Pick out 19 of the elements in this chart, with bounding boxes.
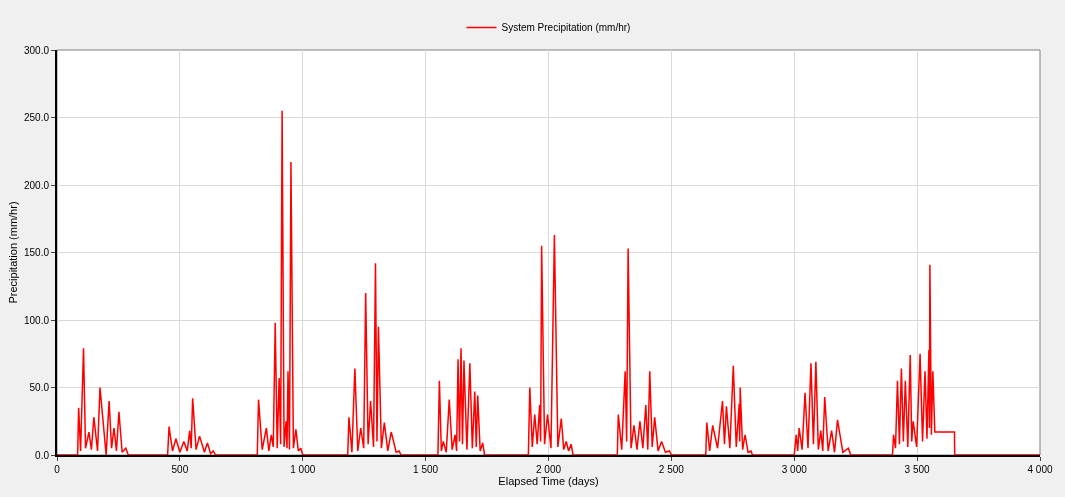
x-tick-label: 3 500 bbox=[904, 464, 931, 475]
x-tick-label: 500 bbox=[171, 464, 189, 475]
x-tick-label: 2 000 bbox=[535, 464, 562, 475]
x-tick-label: 0 bbox=[54, 464, 61, 475]
x-tick-label: 1 500 bbox=[413, 464, 439, 475]
x-tick-label: 2 500 bbox=[658, 464, 685, 475]
y-axis-title: Precipitation (mm/hr) bbox=[7, 201, 20, 304]
y-tick-label: 150.0 bbox=[23, 247, 50, 258]
y-tick-label: 0.0 bbox=[35, 449, 50, 461]
y-tick-label: 50.0 bbox=[29, 382, 50, 393]
x-tick-label: 4 000 bbox=[1027, 464, 1053, 475]
y-tick-label: 200.0 bbox=[23, 179, 50, 191]
y-tick-label: 250.0 bbox=[23, 112, 50, 123]
y-tick-label: 100.0 bbox=[23, 314, 50, 326]
x-tick-label: 1 000 bbox=[290, 464, 316, 475]
legend-label: System Precipitation (mm/hr) bbox=[501, 22, 631, 34]
x-tick-label: 3 000 bbox=[781, 464, 808, 475]
y-tick-label: 300.0 bbox=[23, 44, 50, 56]
x-axis-title: Elapsed Time (days) bbox=[498, 475, 599, 487]
